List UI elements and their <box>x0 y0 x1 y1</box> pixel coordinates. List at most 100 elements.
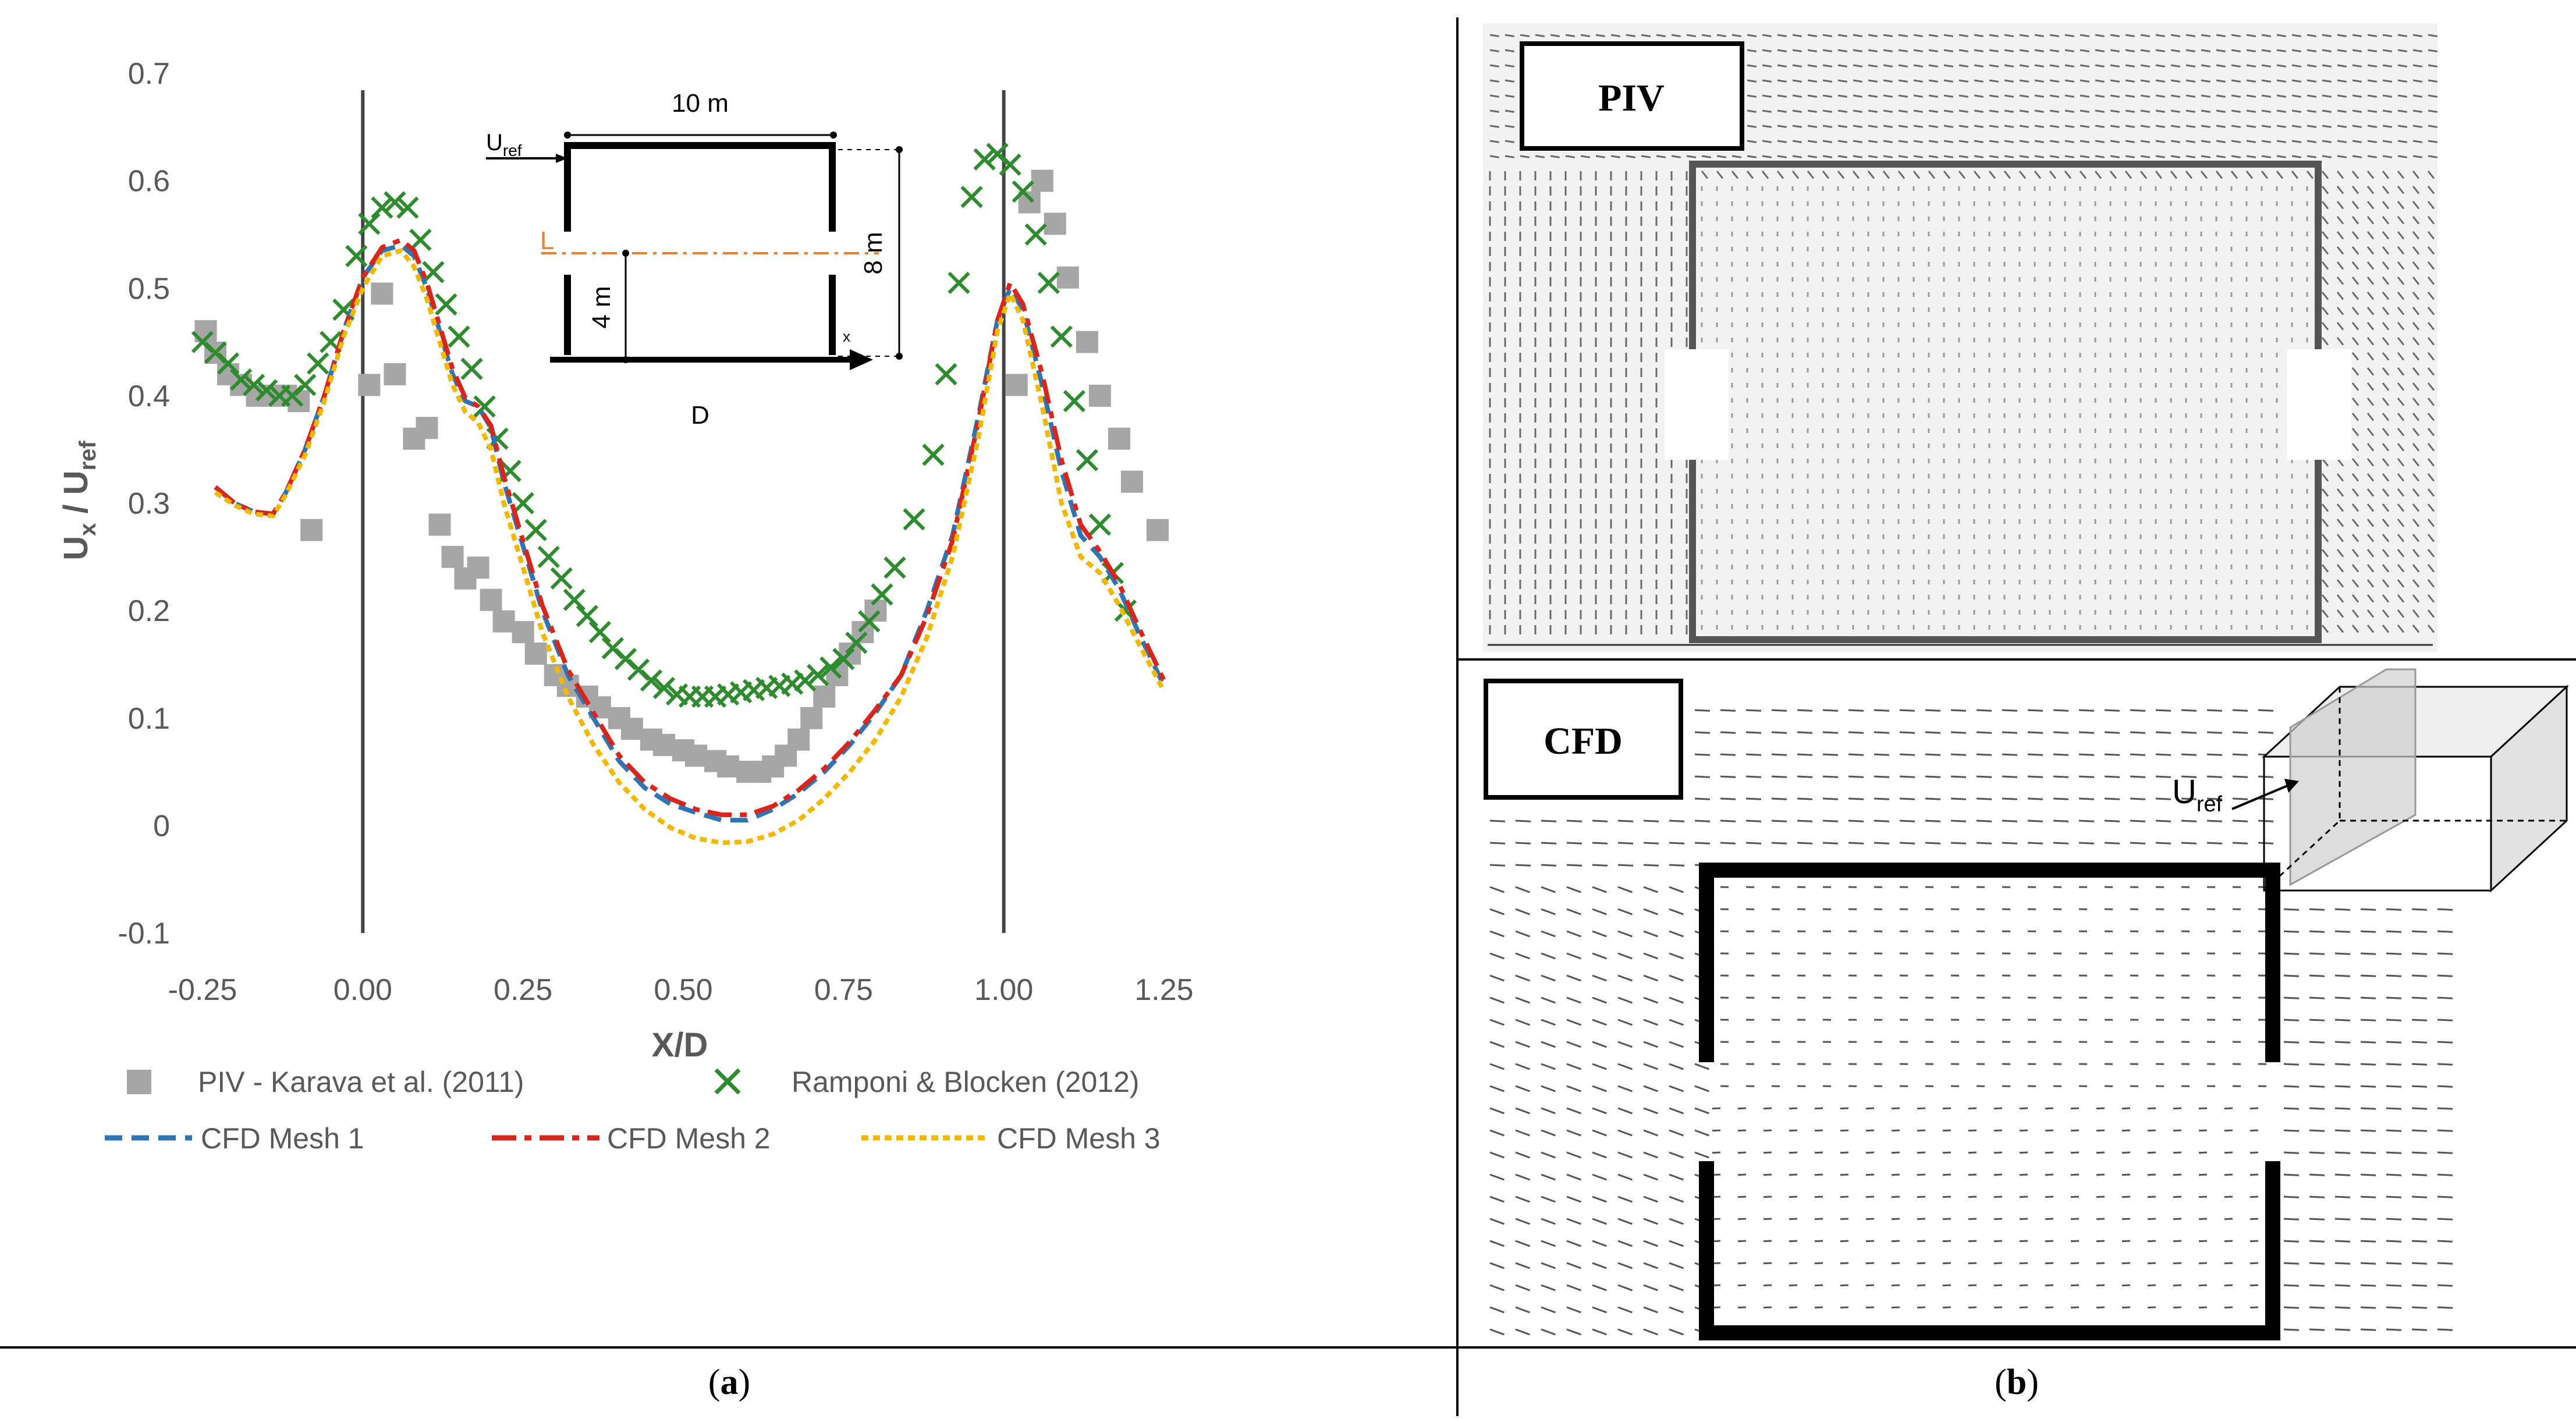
cfd-vector <box>1516 1307 1530 1312</box>
cfd-vector <box>1592 1241 1606 1246</box>
cfd-vector <box>1815 1152 1823 1153</box>
cfd-vector <box>1592 1263 1606 1268</box>
cfd-vector <box>1738 1307 1746 1308</box>
cfd-vector <box>1567 975 1581 981</box>
cfd-vector <box>2309 909 2325 910</box>
cfd-vector <box>2309 975 2325 976</box>
piv-data-point <box>1057 267 1079 289</box>
cfd-vector <box>1490 909 1504 914</box>
cfd-vector <box>1541 1197 1555 1202</box>
cfd-vector <box>1516 1263 1530 1268</box>
cfd-vector <box>1815 1108 1823 1109</box>
cfd-vector <box>1669 931 1683 936</box>
cfd-vector <box>2309 1329 2325 1330</box>
cfd-vector <box>2412 1263 2427 1264</box>
cfd-vector <box>1874 754 1889 755</box>
cfd-vector <box>1592 931 1606 936</box>
x-tick-label: -0.25 <box>168 973 237 1007</box>
cfd-3d-box-icon <box>2264 669 2567 891</box>
cfd-vector <box>1797 710 1812 711</box>
ramponi-data-point <box>1026 225 1046 244</box>
panel-a-letter: a <box>721 1363 739 1402</box>
cfd-vector <box>2199 1307 2207 1308</box>
cfd-vector <box>1772 776 1787 777</box>
cfd-vector <box>2437 1263 2453 1264</box>
cfd-vector <box>1789 1152 1797 1153</box>
cfd-vector <box>2335 1130 2350 1131</box>
cfd-vector <box>2224 1130 2233 1131</box>
cfd-vector <box>1669 998 1683 1003</box>
ramponi-data-point <box>410 230 430 250</box>
cfd-vector <box>1618 1307 1632 1312</box>
cfd-vector <box>2148 1263 2156 1264</box>
ramponi-data-point <box>904 509 924 529</box>
cfd-vector <box>1968 1263 1977 1264</box>
cfd-vector <box>1490 975 1504 981</box>
cfd-vector <box>1592 909 1606 914</box>
cfd-vector <box>1823 732 1838 733</box>
cfd-vector <box>1840 1108 1848 1109</box>
cfd-vector <box>2284 1086 2299 1087</box>
cfd-vector <box>1567 1130 1581 1136</box>
cfd-vector <box>1669 1263 1683 1268</box>
cfd-vector <box>1567 1108 1581 1113</box>
cfd-vector <box>2122 1263 2130 1264</box>
y-label-sub-x: x <box>75 523 101 536</box>
cfd-vector <box>1541 1285 1555 1290</box>
cfd-vector <box>1516 1219 1530 1224</box>
cfd-vector <box>2284 1064 2299 1065</box>
cfd-vector <box>1968 1307 1977 1308</box>
cfd-vector <box>2207 732 2222 733</box>
cfd-vector <box>1541 1263 1555 1268</box>
piv-data-point <box>1044 212 1066 235</box>
x-tick-label: 0.25 <box>494 973 552 1007</box>
cfd-vector <box>1541 1086 1555 1091</box>
cfd-vector <box>2199 1263 2207 1264</box>
cfd-vector <box>1618 1064 1632 1069</box>
cfd-vector <box>1900 754 1915 755</box>
piv-data-point <box>512 621 534 643</box>
cfd-vector <box>1490 1219 1504 1224</box>
cfd-vector <box>1592 998 1606 1003</box>
cfd-vector <box>1695 776 1710 777</box>
cfd-vector <box>1567 931 1581 936</box>
cfd-vector <box>1943 1152 1951 1153</box>
cfd-vector <box>1840 1307 1848 1308</box>
cfd-vector <box>1567 1263 1581 1268</box>
cfd-vector <box>1892 1285 1900 1286</box>
cfd-vector <box>1695 710 1710 711</box>
cfd-vector <box>2386 1152 2401 1153</box>
cfd-vector <box>2233 710 2248 711</box>
cfd-vector <box>1925 732 1940 733</box>
piv-panel: PIV <box>1483 23 2437 652</box>
cfd-vector <box>2130 754 2145 755</box>
piv-data-point <box>467 556 489 579</box>
cfd-vector <box>1669 1042 1683 1047</box>
y-tick-label: 0.6 <box>128 165 170 198</box>
x-axis-label: X/D <box>652 1026 708 1064</box>
cfd-vector <box>2335 975 2350 976</box>
cfd-vector <box>2130 776 2145 777</box>
cfd-vector <box>1917 1152 1925 1153</box>
cfd-vector <box>1618 931 1632 936</box>
cfd-vector <box>2361 1086 2376 1087</box>
cfd-vector <box>2284 1307 2299 1308</box>
piv-data-point <box>1121 471 1143 493</box>
legend-label-ramponi: Ramponi & Blocken (2012) <box>792 1066 1140 1098</box>
cfd-vector <box>1951 732 1966 733</box>
cfd-vector <box>1516 1152 1530 1158</box>
cfd-vector <box>2386 975 2401 976</box>
cfd-vector <box>1567 1152 1581 1158</box>
cfd-vector <box>1848 776 1864 777</box>
cfd-vector <box>2386 1285 2401 1286</box>
cfd-vector <box>2028 710 2043 711</box>
piv-data-point <box>358 374 380 396</box>
y-tick-labels: -0.100.10.20.30.40.50.60.7 <box>118 57 170 950</box>
cfd-vector <box>2053 732 2068 733</box>
cfd-vector <box>1669 1130 1683 1136</box>
cfd-vector <box>2437 953 2453 954</box>
cfd-vector <box>1592 1197 1606 1202</box>
cfd-vector <box>2386 1086 2401 1087</box>
cfd-vector <box>2309 1285 2325 1286</box>
